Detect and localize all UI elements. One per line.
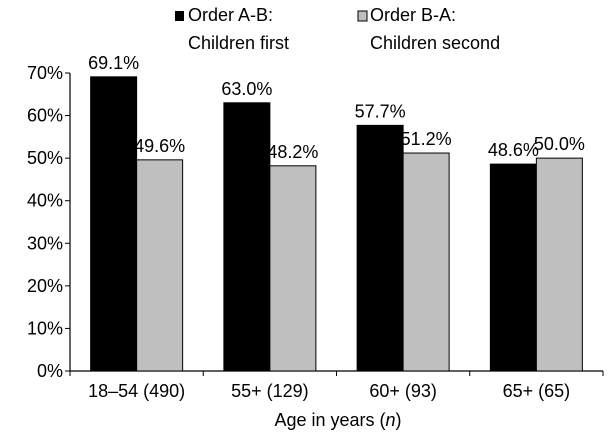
- bar-value-label: 51.2%: [401, 129, 452, 149]
- category-label: 60+ (93): [369, 381, 437, 401]
- category-label: 55+ (129): [231, 381, 309, 401]
- y-tick-label: 10%: [27, 318, 63, 338]
- bar-series-2: [402, 152, 450, 372]
- y-tick-label: 40%: [27, 191, 63, 211]
- legend-label-series-2-line1: Order B-A:: [370, 5, 456, 25]
- y-tick-label: 70%: [27, 63, 63, 83]
- y-tick-label: 30%: [27, 233, 63, 253]
- y-tick-label: 20%: [27, 276, 63, 296]
- bar-series-2: [269, 165, 317, 372]
- y-tick-label: 50%: [27, 148, 63, 168]
- bar-series-1: [356, 124, 404, 372]
- category-label: 18–54 (490): [88, 381, 185, 401]
- bar-value-label: 57.7%: [355, 101, 406, 121]
- y-ticks: 0% 10% 20% 30% 40% 50% 60% 70%: [27, 63, 70, 381]
- bar-value-label: 49.6%: [134, 136, 185, 156]
- legend-label-series-2-line2: Children second: [370, 33, 500, 53]
- bar-value-label: 48.2%: [267, 142, 318, 162]
- x-axis-title: Age in years (n): [274, 410, 401, 430]
- bar-series-1: [90, 76, 138, 372]
- bar-series-1: [489, 163, 537, 372]
- legend-swatch-series-1: [175, 11, 184, 21]
- legend-swatch-series-2: [357, 10, 368, 22]
- category-label: 65+ (65): [503, 381, 571, 401]
- y-tick-label: 60%: [27, 106, 63, 126]
- legend-label-series-1-line2: Children first: [188, 33, 289, 53]
- bar-value-label: 63.0%: [221, 79, 272, 99]
- legend: Order A-B: Children first Order B-A: Chi…: [175, 5, 500, 53]
- bar-labels: 69.1% 49.6% 63.0% 48.2% 57.7% 51.2% 48.6%50.0%: [88, 53, 585, 162]
- bar-value-label: 48.6%: [488, 140, 539, 160]
- bar-value-label: 50.0%: [534, 134, 585, 154]
- category-labels: 18–54 (490) 55+ (129) 60+ (93) 65+ (65): [88, 381, 570, 401]
- y-tick-label: 0%: [37, 361, 63, 381]
- bar-series-2: [136, 159, 184, 372]
- x-ticks: [69, 371, 604, 376]
- bar-series-2: [535, 157, 583, 372]
- bar-series-1: [223, 102, 271, 372]
- bars: [90, 76, 583, 372]
- legend-label-series-1-line1: Order A-B:: [188, 5, 273, 25]
- bar-value-label: 69.1%: [88, 53, 139, 73]
